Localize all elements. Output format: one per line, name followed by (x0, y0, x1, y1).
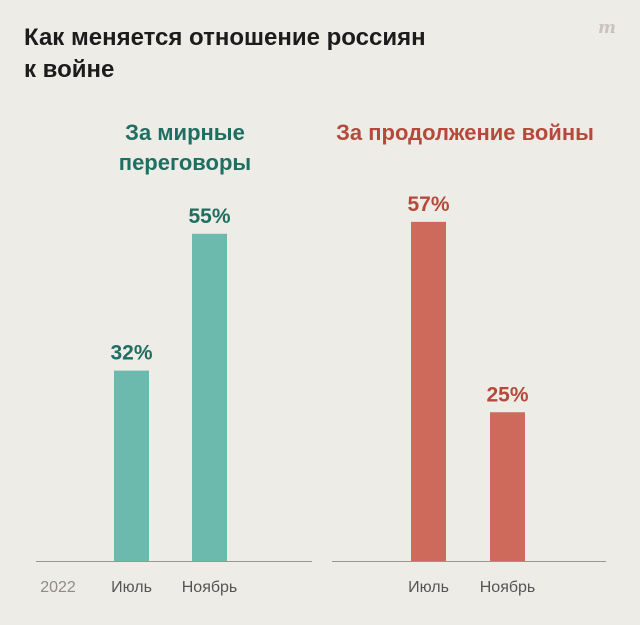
peace-tick-label: Ноябрь (182, 579, 238, 596)
war-group-title: За продолжение войны (336, 120, 594, 145)
war-bar-Ноябрь (490, 412, 525, 561)
peace-value-label: 32% (110, 342, 152, 365)
chart-frame: Как меняется отношение россиян к войне m (4, 4, 636, 621)
year-label: 2022 (40, 579, 76, 596)
war-value-label: 25% (486, 383, 528, 406)
chart-title: Как меняется отношение россиян к войне (24, 24, 426, 83)
peace-group-title: За мирные переговоры (118, 120, 252, 175)
peace-tick-label: Июль (111, 579, 152, 596)
peace-bar-Июль (114, 370, 149, 561)
peace-value-label: 55% (188, 205, 230, 228)
war-bar-Июль (411, 221, 446, 561)
war-value-label: 57% (407, 193, 449, 216)
war-tick-label: Июль (408, 579, 449, 596)
peace-bar-Ноябрь (192, 233, 227, 561)
brand-logo: m (598, 18, 616, 38)
war-tick-label: Ноябрь (480, 579, 536, 596)
